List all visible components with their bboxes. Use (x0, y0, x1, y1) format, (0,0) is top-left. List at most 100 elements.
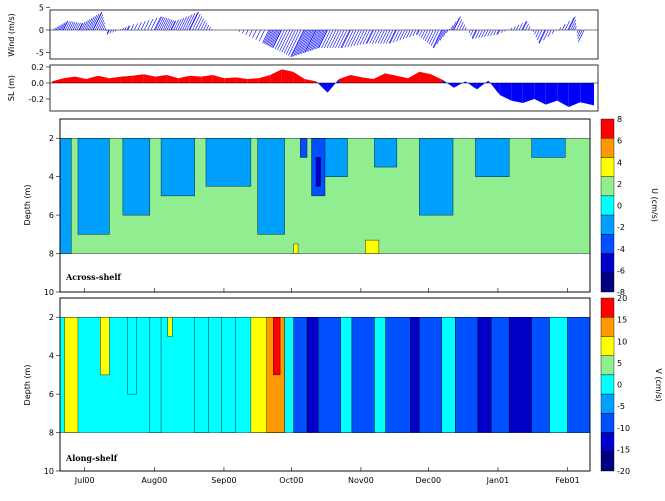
wind-stick (559, 27, 562, 31)
wind-stick (329, 29, 339, 49)
wind-stick (164, 19, 171, 31)
sea-level-segment (178, 75, 190, 83)
wind-stick (436, 29, 445, 45)
wind-stick (538, 29, 547, 44)
along-shelf-patch (410, 317, 420, 433)
wind-stick (102, 25, 106, 31)
sea-level-segment (465, 81, 477, 90)
wind-stick (464, 27, 467, 31)
sea-level-segment (373, 73, 386, 83)
wind-stick (570, 19, 576, 31)
along-shelf-patch (441, 317, 456, 433)
across-shelf-y-tick-label: 10 (44, 288, 54, 297)
across-shelf-frame-outline (59, 118, 591, 293)
sea-level-segment (476, 80, 489, 90)
wind-stick (424, 29, 431, 42)
across-shelf-y-tick-label: 8 (49, 250, 54, 259)
wind-stick (341, 29, 351, 49)
wind-stick (383, 29, 391, 44)
across-shelf-y-ticks: 2 4 6 8 10 (44, 134, 60, 297)
across-shelf-patch (122, 138, 151, 216)
wind-stick (140, 21, 146, 31)
sea-level-segment (86, 75, 98, 83)
wind-stick (308, 29, 320, 52)
wind-stick (58, 24, 62, 31)
sea-level-panel: 0.2 0.0 -0.2 SL (m) (7, 63, 599, 112)
wind-stick (93, 11, 103, 31)
sea-level-segment (568, 83, 581, 107)
wind-stick (456, 19, 463, 31)
wind-panel: 5 0 -5 Wind (m/s) (7, 4, 599, 60)
wind-stick (188, 12, 198, 31)
wind-stick (451, 21, 457, 31)
sea-level-segment (304, 79, 317, 83)
wind-stick (392, 29, 400, 43)
cbar-u-swatch (600, 253, 615, 273)
sea-level-segment (545, 83, 558, 105)
along-shelf-patch (385, 317, 411, 433)
cbar-u-swatch (600, 214, 615, 235)
across-shelf-patch (531, 138, 566, 158)
wind-stick (242, 29, 245, 34)
wind-stick (62, 21, 68, 31)
sea-level-segment (212, 75, 225, 83)
wind-stick (263, 29, 271, 44)
wind-stick (144, 19, 150, 31)
wind-stick (324, 29, 334, 49)
wind-stick (365, 29, 373, 44)
across-shelf-y-tick-label: 2 (49, 134, 54, 143)
wind-stick (432, 29, 442, 48)
wind-stick (285, 29, 299, 55)
wind-stick (347, 29, 357, 48)
wind-stick (551, 29, 555, 34)
cbar-u-swatch (600, 234, 615, 254)
wind-stick (525, 23, 529, 31)
wind-stick (92, 12, 102, 31)
sea-level-segment (201, 75, 213, 83)
wind-stick (268, 29, 278, 47)
along-shelf-ylabel: Depth (m) (23, 365, 32, 406)
wind-stick (350, 29, 360, 47)
wind-stick (399, 29, 406, 41)
wind-stick (96, 17, 104, 31)
along-shelf-patch (567, 317, 591, 433)
wind-stick (453, 17, 460, 31)
across-shelf-patch (475, 138, 510, 177)
sea-level-segment (281, 69, 294, 83)
sea-level-segment (339, 75, 351, 83)
wind-stick (264, 29, 272, 45)
sea-level-segment (258, 75, 271, 83)
cbar-v-swatch (600, 355, 615, 376)
wind-stick (69, 21, 74, 31)
wind-stick (577, 29, 585, 43)
along-shelf-patch (149, 317, 162, 433)
wind-stick (192, 14, 201, 31)
wind-stick (87, 16, 95, 31)
wind-stick (90, 13, 100, 31)
wind-stick (182, 15, 190, 31)
across-shelf-patch (205, 138, 252, 187)
wind-stick (162, 18, 169, 31)
wind-stick (389, 29, 397, 44)
across-shelf-y-tick-label: 4 (49, 173, 54, 182)
wind-stick (84, 19, 91, 31)
wind-stick (245, 29, 249, 35)
wind-stick (313, 29, 324, 50)
along-shelf-y-ticks: 2 4 6 8 10 (44, 313, 60, 476)
wind-stick (134, 23, 138, 31)
wind-stick (532, 29, 535, 32)
wind-stick (547, 29, 552, 38)
wind-stick (388, 29, 396, 44)
wind-stick (418, 29, 423, 37)
sea-level-segment (189, 75, 202, 83)
cbar-v-tick-label: 15 (617, 316, 627, 325)
cbar-v-swatch (600, 432, 615, 452)
wind-stick (137, 22, 142, 31)
across-shelf-colorbar: 8 6 4 2 0 -2 -4 -6 -8 (600, 115, 625, 297)
wind-stick (170, 20, 176, 31)
wind-stick (521, 21, 527, 31)
wind-stick (70, 21, 76, 31)
across-shelf-heatmap (59, 138, 591, 254)
wind-stick (369, 29, 377, 44)
sea-level-area (50, 69, 598, 107)
